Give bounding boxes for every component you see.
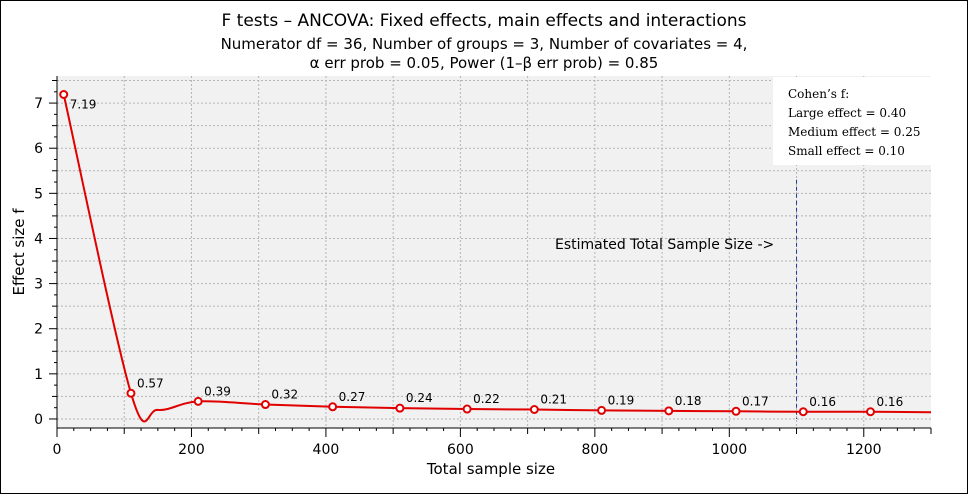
x-tick-label: 400 xyxy=(313,442,340,458)
data-point xyxy=(865,407,875,417)
axes: 0 1 2 3 4 5 6 7 0 200 400 600 800 1000 1200 xyxy=(34,76,932,458)
data-point xyxy=(395,403,405,413)
legend-line-cohens-f: Cohen’s f: xyxy=(788,87,849,101)
data-label: 0.18 xyxy=(675,394,702,408)
data-point xyxy=(597,405,607,415)
data-label: 0.22 xyxy=(473,392,500,406)
data-point xyxy=(260,400,270,410)
x-tick-label: 1000 xyxy=(711,442,747,458)
legend-line-medium-effect: Medium effect = 0.25 xyxy=(788,125,921,139)
y-tick-label: 5 xyxy=(34,186,43,202)
data-point xyxy=(126,388,136,398)
y-tick-label: 7 xyxy=(34,96,43,112)
x-tick-label: 200 xyxy=(178,442,205,458)
data-point xyxy=(731,406,741,416)
y-tick-label: 2 xyxy=(34,322,43,338)
chart-subtitle-line-1: Numerator df = 36, Number of groups = 3,… xyxy=(221,35,748,53)
data-label: 0.24 xyxy=(406,391,433,405)
data-point xyxy=(59,90,69,100)
legend-line-large-effect: Large effect = 0.40 xyxy=(788,106,906,120)
x-tick-label: 800 xyxy=(581,442,608,458)
series-curve xyxy=(62,94,932,423)
data-points: 7.19 0.57 0.39 0.32 0.27 0.24 0.22 0.21 0.19 0.18… xyxy=(59,90,903,417)
legend-line-small-effect: Small effect = 0.10 xyxy=(788,144,905,158)
y-tick-label: 0 xyxy=(34,412,43,428)
data-point xyxy=(328,402,338,412)
data-label: 0.57 xyxy=(137,376,164,390)
data-point xyxy=(193,396,203,406)
data-label: 0.19 xyxy=(608,393,635,407)
data-point xyxy=(462,404,472,414)
grid xyxy=(57,76,931,428)
x-tick-label: 600 xyxy=(447,442,474,458)
y-tick-label: 1 xyxy=(34,367,43,383)
y-tick-label: 6 xyxy=(34,141,43,157)
x-tick-label: 0 xyxy=(53,442,62,458)
data-label: 0.32 xyxy=(271,388,298,402)
x-tick-label: 1200 xyxy=(846,442,882,458)
data-point xyxy=(664,406,674,416)
data-label: 0.17 xyxy=(742,394,769,408)
x-axis-title: Total sample size xyxy=(426,460,555,478)
y-tick-label: 3 xyxy=(34,277,43,293)
estimated-sample-size-annotation: Estimated Total Sample Size -> xyxy=(555,237,774,253)
chart-subtitle-line-2: α err prob = 0.05, Power (1–β err prob) … xyxy=(310,54,659,72)
data-label: 7.19 xyxy=(70,98,97,112)
legend-box: Cohen’s f: Large effect = 0.40 Medium ef… xyxy=(773,77,933,165)
data-point xyxy=(798,407,808,417)
data-label: 0.21 xyxy=(540,392,567,406)
data-label: 0.16 xyxy=(809,395,836,409)
y-axis-title: Effect size f xyxy=(10,208,28,296)
legend-background xyxy=(773,77,933,165)
effect-size-line xyxy=(62,94,932,423)
y-tick-label: 4 xyxy=(34,231,43,247)
data-label: 0.16 xyxy=(876,395,903,409)
chart-title: F tests – ANCOVA: Fixed effects, main ef… xyxy=(221,11,746,31)
data-label: 0.39 xyxy=(204,384,231,398)
data-point xyxy=(529,404,539,414)
data-label: 0.27 xyxy=(339,390,366,404)
